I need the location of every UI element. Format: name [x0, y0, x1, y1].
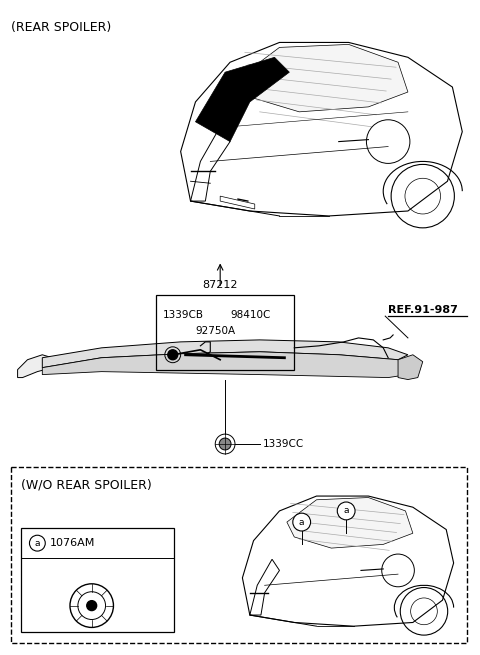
Polygon shape [18, 355, 52, 377]
Polygon shape [240, 45, 408, 112]
Text: a: a [35, 538, 40, 548]
Polygon shape [195, 57, 289, 141]
Text: 1076AM: 1076AM [50, 538, 96, 548]
Circle shape [219, 438, 231, 450]
Circle shape [29, 535, 45, 551]
Text: (W/O REAR SPOILER): (W/O REAR SPOILER) [21, 479, 151, 492]
Polygon shape [287, 498, 413, 548]
Polygon shape [398, 355, 423, 379]
Text: 87212: 87212 [203, 280, 238, 290]
Bar [156, 295, 294, 369]
Text: REF.91-987: REF.91-987 [388, 305, 458, 315]
Text: a: a [343, 506, 349, 515]
Circle shape [337, 502, 355, 520]
Circle shape [168, 350, 178, 360]
Bar [11, 467, 467, 643]
Bar [21, 529, 174, 632]
Text: 92750A: 92750A [195, 326, 236, 336]
Polygon shape [42, 352, 413, 377]
Circle shape [293, 513, 311, 531]
Polygon shape [42, 340, 408, 367]
Circle shape [87, 601, 96, 610]
Text: 1339CB: 1339CB [163, 310, 204, 320]
Text: a: a [299, 517, 304, 527]
Text: (REAR SPOILER): (REAR SPOILER) [11, 20, 111, 33]
Text: 98410C: 98410C [230, 310, 270, 320]
Text: 1339CC: 1339CC [263, 439, 304, 449]
